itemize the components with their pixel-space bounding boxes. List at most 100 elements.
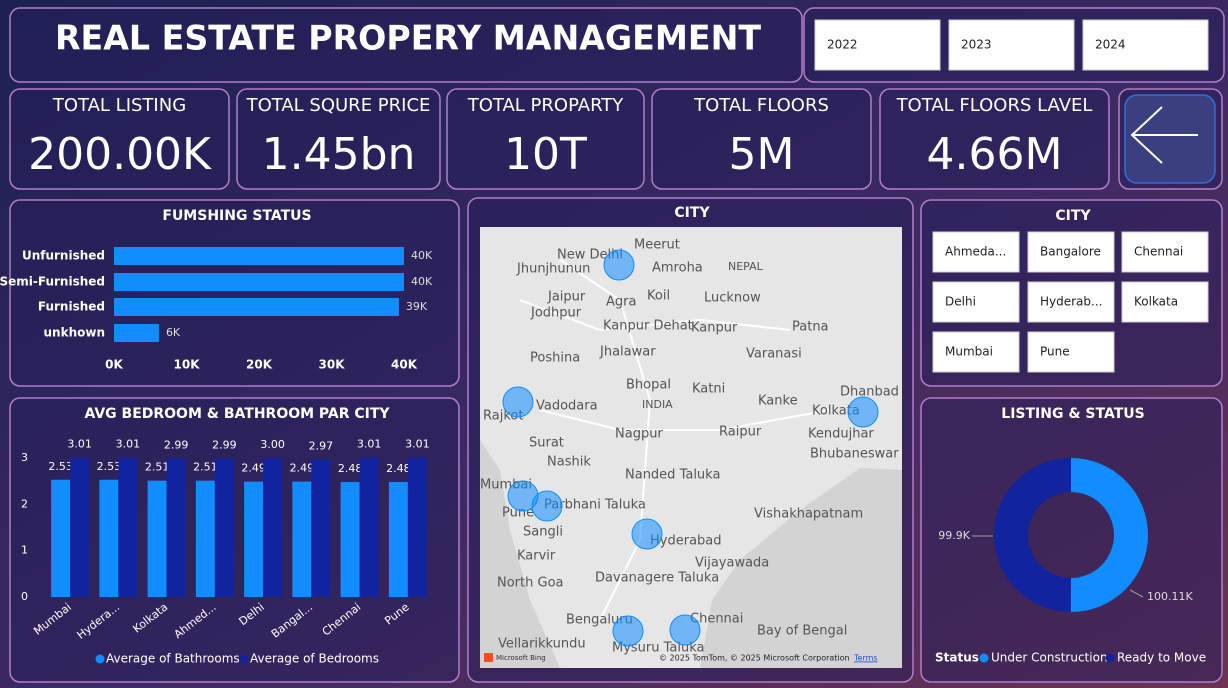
map-attribution: © 2025 TomTom, © 2025 Microsoft Corporat… <box>659 654 850 663</box>
kpi-label: TOTAL PROPARTY <box>467 95 625 116</box>
city-slicer-button[interactable] <box>1027 331 1115 373</box>
city-slicer-button[interactable] <box>932 331 1020 373</box>
map-terms-link[interactable]: Terms <box>853 654 878 663</box>
year-slicer-button[interactable] <box>814 19 941 71</box>
map-place-label: Bhopal <box>626 378 671 393</box>
bar[interactable] <box>166 458 186 597</box>
kpi-label: TOTAL FLOORS <box>693 95 829 116</box>
chart-title: AVG BEDROOM & BATHROOM PAR CITY <box>84 406 390 422</box>
kpi-label: TOTAL FLOORS LAVEL <box>896 95 1093 116</box>
kpi-value: 1.45bn <box>262 129 416 180</box>
bar[interactable] <box>263 457 283 597</box>
map-bubble[interactable] <box>847 396 879 428</box>
year-slicer-button[interactable] <box>1082 19 1209 71</box>
donut-slice[interactable] <box>1070 458 1149 612</box>
bar[interactable] <box>244 481 264 597</box>
map-bubble[interactable] <box>631 518 663 550</box>
y-tick-label: unkhown <box>44 326 105 340</box>
bar[interactable] <box>195 480 215 597</box>
map-place-label: Nagpur <box>615 427 663 442</box>
bar[interactable] <box>114 298 399 316</box>
data-label: 3.00 <box>260 438 285 451</box>
bar[interactable] <box>359 457 379 597</box>
city-slicer-button[interactable] <box>932 231 1020 273</box>
chart-title: FUMSHING STATUS <box>162 208 311 224</box>
kpi-value: 10T <box>504 129 587 180</box>
map-place-label: Vadodara <box>536 399 598 414</box>
chart-title: LISTING & STATUS <box>1001 406 1144 422</box>
back-button[interactable] <box>1124 94 1216 184</box>
map-bubble[interactable] <box>603 249 635 281</box>
bar[interactable] <box>292 481 312 597</box>
map-place-label: Jhunjhunun <box>516 262 590 277</box>
y-tick-label: 1 <box>21 544 28 557</box>
bar[interactable] <box>51 479 71 597</box>
map-place-label: Kanke <box>758 394 798 409</box>
city-slicer-button[interactable] <box>1121 231 1209 273</box>
bar[interactable] <box>147 480 167 597</box>
data-label: 2.49 <box>241 462 266 475</box>
map-place-label: Katni <box>692 382 725 397</box>
bar[interactable] <box>114 324 159 342</box>
bar[interactable] <box>340 482 360 597</box>
map-bubble[interactable] <box>531 490 563 522</box>
bar[interactable] <box>99 479 119 597</box>
city-slicer-button[interactable] <box>1121 281 1209 323</box>
city-slicer-button[interactable] <box>1027 281 1115 323</box>
city-slicer-label: Bangalore <box>1040 245 1101 259</box>
bar[interactable] <box>311 459 331 597</box>
map-place-label: Surat <box>529 436 564 451</box>
kpi-value: 4.66M <box>927 129 1063 180</box>
bar[interactable] <box>70 457 90 597</box>
legend-label: Average of Bedrooms <box>250 652 379 666</box>
map-place-label: Chennai <box>690 612 743 627</box>
x-tick-label: 40K <box>391 358 418 372</box>
x-tick-label: 0K <box>105 358 123 372</box>
leader-line <box>1129 589 1144 598</box>
map-place-label: NEPAL <box>728 260 764 273</box>
map-place-label: Poshina <box>530 351 580 366</box>
x-tick-label: 30K <box>319 358 346 372</box>
map-bubble[interactable] <box>669 614 701 646</box>
map-bubble[interactable] <box>612 615 644 647</box>
map-sea <box>480 440 560 668</box>
year-slicer-button[interactable] <box>948 19 1075 71</box>
map-place-label: Agra <box>606 295 636 310</box>
bar[interactable] <box>214 458 234 597</box>
map-title: CITY <box>674 205 710 221</box>
legend-label: Under Construction <box>991 651 1108 665</box>
city-slicer-label: Chennai <box>1134 245 1183 259</box>
y-tick-label: 0 <box>21 590 28 603</box>
data-label: 40K <box>411 249 433 262</box>
panel <box>446 88 645 190</box>
page-title: REAL ESTATE PROPERY MANAGEMENT <box>55 19 762 59</box>
city-slicer-label: Pune <box>1040 345 1070 359</box>
city-slicer-label: Ahmeda... <box>945 245 1006 259</box>
map-place-label: Lucknow <box>704 291 761 306</box>
city-slicer-button[interactable] <box>932 281 1020 323</box>
map-place-label: Amroha <box>652 261 703 276</box>
bar[interactable] <box>407 457 427 597</box>
bar[interactable] <box>388 482 408 597</box>
year-slicer-label: 2022 <box>827 38 858 52</box>
data-label: 2.97 <box>309 439 334 452</box>
city-slicer-button[interactable] <box>1027 231 1115 273</box>
year-slicer-label: 2023 <box>961 38 992 52</box>
donut-slice[interactable] <box>994 458 1071 612</box>
panel <box>236 88 441 190</box>
map-sea <box>700 468 902 668</box>
kpi-label: TOTAL LISTING <box>52 95 186 116</box>
map-place-label: Jodhpur <box>530 306 582 321</box>
map-bubble[interactable] <box>502 386 534 418</box>
bar[interactable] <box>114 247 404 265</box>
map-place-label: Vishakhapatnam <box>754 507 863 522</box>
city-slicer-label: Delhi <box>945 295 976 309</box>
map-place-label: Karvir <box>517 549 556 564</box>
map-place-label: Bhubaneswar <box>810 447 899 462</box>
data-label: 99.9K <box>938 529 970 542</box>
bar[interactable] <box>118 457 138 597</box>
bar[interactable] <box>114 273 404 291</box>
legend-marker <box>1105 653 1115 663</box>
